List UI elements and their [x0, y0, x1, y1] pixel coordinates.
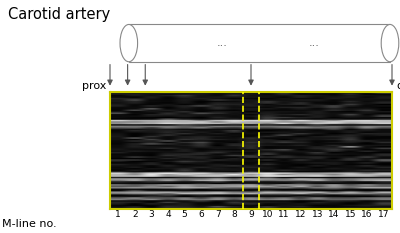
Text: ...: ...	[217, 38, 228, 48]
Text: Carotid artery: Carotid artery	[8, 7, 110, 22]
Text: M-line no.: M-line no.	[2, 219, 57, 229]
Ellipse shape	[120, 24, 138, 62]
Text: ...: ...	[309, 38, 320, 48]
Ellipse shape	[381, 24, 399, 62]
Text: prox: prox	[82, 81, 106, 91]
Bar	[129, 24, 390, 62]
Text: dist: dist	[396, 81, 400, 91]
